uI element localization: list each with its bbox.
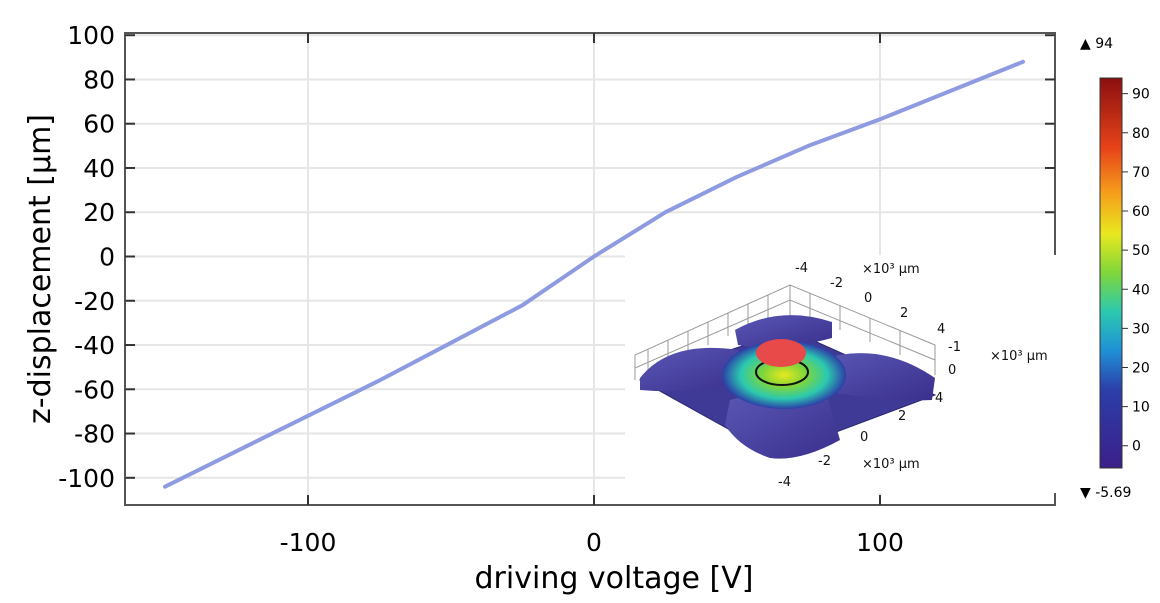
inset-tick-z0: -1 bbox=[948, 340, 961, 355]
data-point bbox=[377, 378, 382, 383]
inset-tick-b0: 4 bbox=[935, 391, 943, 406]
y-tick-label: 20 bbox=[83, 198, 115, 227]
y-tick-label: -100 bbox=[58, 464, 115, 493]
y-tick-label: -20 bbox=[74, 287, 115, 316]
colorbar-gradient bbox=[1099, 77, 1123, 469]
y-tick-label: 0 bbox=[99, 243, 115, 272]
colorbar-tick-label: 0 bbox=[1132, 439, 1141, 455]
inset-red-disk bbox=[756, 339, 806, 367]
data-point bbox=[949, 88, 954, 93]
y-tick-labels: 100 80 60 40 20 0 -20 -40 -60 -80 -100 bbox=[58, 21, 115, 493]
x-tick-label: -100 bbox=[280, 528, 337, 557]
data-point bbox=[520, 303, 525, 307]
data-point bbox=[663, 210, 668, 214]
x-tick-labels: -100 0 100 bbox=[280, 528, 904, 557]
inset-wireframe bbox=[634, 284, 936, 380]
x-tick-label: 100 bbox=[856, 528, 904, 557]
colorbar-tick-label: 10 bbox=[1132, 400, 1150, 416]
x-axis-title: driving voltage [V] bbox=[475, 561, 754, 596]
inset-tick-a4: 4 bbox=[937, 322, 945, 337]
inset-petal-right bbox=[820, 353, 935, 401]
colorbar-max-label: ▲ 94 bbox=[1080, 36, 1113, 52]
data-point bbox=[592, 254, 596, 259]
inset-tick-a0: -4 bbox=[795, 261, 808, 276]
data-point bbox=[806, 144, 811, 148]
y-tick-label: -60 bbox=[74, 375, 115, 404]
inset-3d-plot: ×10³ µm ×10³ µm ×10³ µm -4 -2 0 2 4 4 2 … bbox=[625, 255, 1065, 493]
data-point bbox=[735, 175, 739, 179]
y-tick-label: -40 bbox=[74, 331, 115, 360]
inset-tick-a3: 2 bbox=[900, 306, 908, 321]
colorbar-tick-label: 70 bbox=[1132, 165, 1150, 181]
colorbar-tick-label: 60 bbox=[1132, 204, 1150, 220]
x-tick-label: 0 bbox=[586, 528, 602, 557]
inset-tick-b2: 0 bbox=[860, 430, 868, 445]
colorbar-tick-label: 80 bbox=[1132, 126, 1150, 142]
inset-tick-b4: -4 bbox=[778, 475, 791, 490]
colorbar-tick-label: 40 bbox=[1132, 282, 1150, 298]
data-point bbox=[234, 449, 239, 453]
inset-tick-b3: -2 bbox=[818, 454, 831, 469]
y-tick-label: 80 bbox=[83, 65, 115, 94]
inset-center-field bbox=[722, 341, 846, 409]
inset-tick-a1: -2 bbox=[830, 276, 843, 291]
data-point bbox=[306, 414, 310, 418]
inset-tick-b1: 2 bbox=[898, 409, 906, 424]
inset-tick-a2: 0 bbox=[864, 291, 872, 306]
inset-petal-back bbox=[735, 315, 832, 348]
colorbar: ▲ 94 90 80 70 60 50 40 30 20 10 0 ▼ -5.69 bbox=[1080, 36, 1150, 501]
colorbar-min-label: ▼ -5.69 bbox=[1080, 485, 1131, 501]
inset-unit-top: ×10³ µm bbox=[862, 262, 920, 277]
data-point bbox=[878, 117, 882, 121]
y-tick-label: -80 bbox=[74, 420, 115, 449]
y-tick-label: 60 bbox=[83, 110, 115, 139]
y-axis-title: z-displacement [µm] bbox=[23, 114, 58, 424]
inset-unit-bottom: ×10³ µm bbox=[862, 457, 920, 472]
inset-unit-right: ×10³ µm bbox=[990, 349, 1048, 364]
colorbar-tick-label: 50 bbox=[1132, 243, 1150, 259]
series-layer bbox=[163, 59, 1025, 489]
colorbar-tick-label: 30 bbox=[1132, 321, 1150, 337]
inset-petal-front bbox=[725, 391, 840, 459]
data-point bbox=[1021, 60, 1025, 64]
colorbar-ticks: 90 80 70 60 50 40 30 20 10 0 bbox=[1122, 87, 1150, 455]
y-tick-label: 40 bbox=[83, 154, 115, 183]
y-tick-label: 100 bbox=[67, 21, 115, 50]
colorbar-tick-label: 90 bbox=[1132, 87, 1150, 103]
inset-tick-z1: 0 bbox=[948, 363, 956, 378]
data-point bbox=[163, 485, 167, 489]
data-point bbox=[449, 341, 453, 345]
colorbar-tick-label: 20 bbox=[1132, 360, 1150, 376]
